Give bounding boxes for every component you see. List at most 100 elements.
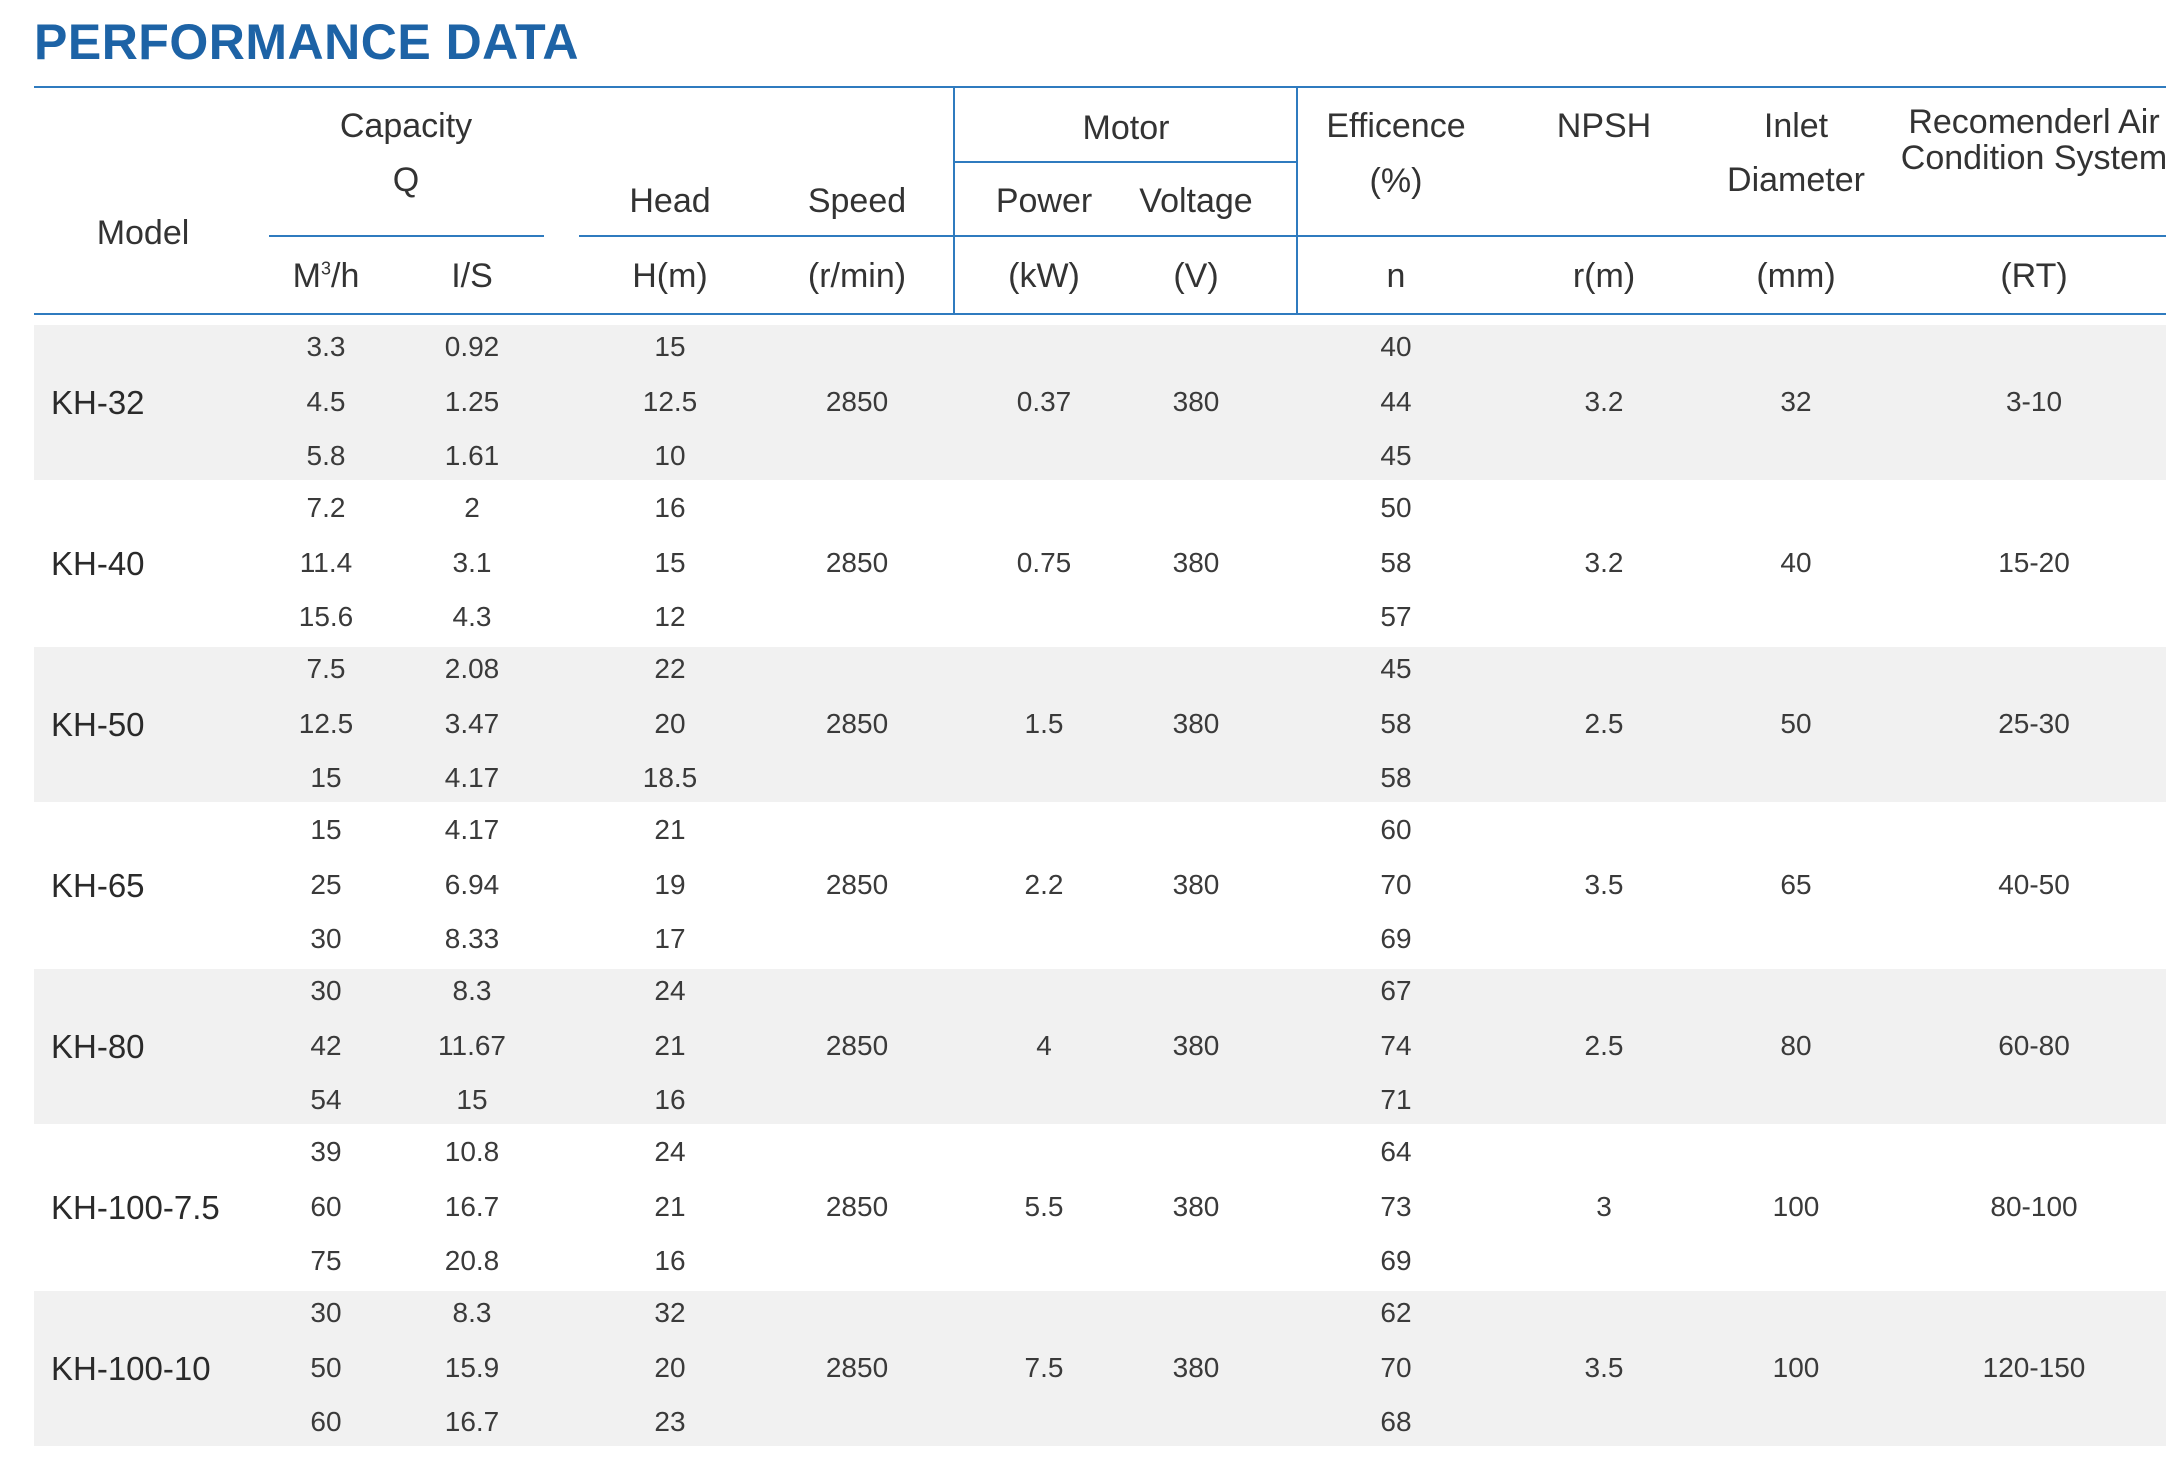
m3h-value: 15.6 (298, 601, 354, 632)
m3h-value: 54 (310, 1084, 342, 1115)
ls-value: 0.92 (444, 331, 500, 362)
head-value: 23 (654, 1406, 686, 1437)
table-row: KH-32 3.3 4.5 5.8 0.92 1.25 1.61 15 12.5 10 40 44 45… (34, 325, 2166, 480)
rt-value: 60-80 (1998, 1030, 2070, 1061)
eff-value: 58 (1380, 762, 1412, 793)
voltage-value: 380 (1172, 1191, 1220, 1222)
ls-value: 2.08 (444, 653, 500, 684)
m3h-value: 15 (310, 762, 342, 793)
npsh-value: 3.2 (1584, 386, 1624, 417)
ls-value: 15 (456, 1084, 488, 1115)
speed-value: 2850 (825, 386, 889, 417)
inlet-value: 100 (1772, 1352, 1820, 1383)
model-name: KH-50 (51, 705, 145, 743)
eff-value: 58 (1380, 708, 1412, 739)
m3h-value: 7.5 (306, 653, 346, 684)
table-row: KH-100-10 30 50 60 8.3 15.9 16.7 32 20 23 62 70 68 28… (34, 1291, 2166, 1446)
voltage-value: 380 (1172, 1352, 1220, 1383)
unit-speed: (r/min) (807, 257, 907, 295)
head-value: 21 (654, 814, 686, 845)
m3h-value: 25 (310, 869, 342, 900)
ls-value: 15.9 (444, 1352, 500, 1383)
ls-value: 3.47 (444, 708, 500, 739)
unit-power: (kW) (1008, 257, 1080, 295)
eff-value: 71 (1380, 1084, 1412, 1115)
rt-value: 3-10 (2005, 386, 2063, 417)
m3h-value: 3.3 (306, 331, 346, 362)
header-efficiency-pct: (%) (1369, 162, 1423, 200)
ls-value: 3.1 (452, 547, 492, 578)
ls-value: 1.61 (444, 440, 500, 471)
table-row: KH-100-7.5 39 60 75 10.8 16.7 20.8 24 21 16 64 73 69… (34, 1130, 2166, 1285)
rt-value: 25-30 (1998, 708, 2070, 739)
table-row: KH-50 7.5 12.5 15 2.08 3.47 4.17 22 20 18.5 45 58 58… (34, 647, 2166, 802)
speed-value: 2850 (825, 869, 889, 900)
model-name: KH-100-7.5 (51, 1188, 220, 1226)
voltage-value: 380 (1172, 708, 1220, 739)
m3h-value: 12.5 (298, 708, 354, 739)
m3h-value: 30 (310, 1297, 342, 1328)
model-name: KH-100-10 (51, 1349, 211, 1387)
power-value: 7.5 (1024, 1352, 1064, 1383)
speed-value: 2850 (825, 547, 889, 578)
eff-value: 64 (1380, 1136, 1412, 1167)
m3h-value: 5.8 (306, 440, 346, 471)
head-value: 15 (654, 331, 686, 362)
npsh-value: 2.5 (1584, 1030, 1624, 1061)
head-value: 16 (654, 1245, 686, 1276)
speed-value: 2850 (825, 1191, 889, 1222)
rt-value: 15-20 (1998, 547, 2070, 578)
eff-value: 60 (1380, 814, 1412, 845)
m3h-value: 75 (310, 1245, 342, 1276)
head-value: 21 (654, 1030, 686, 1061)
header-inlet: Inlet (1763, 107, 1829, 145)
header-efficiency: Efficence (1326, 107, 1466, 145)
header-capacity: Capacity (339, 107, 473, 145)
inlet-value: 32 (1780, 386, 1812, 417)
eff-value: 57 (1380, 601, 1412, 632)
rt-value: 120-150 (1982, 1352, 2086, 1383)
head-value: 22 (654, 653, 686, 684)
header-power: Power (995, 182, 1093, 220)
power-value: 4 (1036, 1030, 1052, 1061)
unit-ls: I/S (451, 257, 493, 295)
rt-value: 40-50 (1998, 869, 2070, 900)
unit-recommended: (RT) (2000, 257, 2068, 295)
head-value: 24 (654, 975, 686, 1006)
head-value: 10 (654, 440, 686, 471)
unit-voltage: (V) (1173, 257, 1219, 295)
model-name: KH-32 (51, 383, 145, 421)
head-value: 17 (654, 923, 686, 954)
ls-value: 11.67 (438, 1030, 506, 1061)
unit-efficiency: n (1386, 257, 1406, 295)
inlet-value: 80 (1780, 1030, 1812, 1061)
model-name: KH-40 (51, 544, 145, 582)
speed-value: 2850 (825, 1030, 889, 1061)
eff-value: 58 (1380, 547, 1412, 578)
ls-value: 1.25 (444, 386, 500, 417)
m3h-value: 30 (310, 975, 342, 1006)
ls-value: 10.8 (444, 1136, 500, 1167)
head-value: 12 (654, 601, 686, 632)
ls-value: 16.7 (444, 1406, 500, 1437)
npsh-value: 3.5 (1584, 1352, 1624, 1383)
page-title: PERFORMANCE DATA (34, 14, 580, 70)
eff-value: 69 (1380, 923, 1412, 954)
m3h-value: 60 (310, 1406, 342, 1437)
voltage-value: 380 (1172, 869, 1220, 900)
performance-table: Model Capacity Q Head Speed Motor Power … (34, 86, 2167, 1452)
header-motor: Motor (1082, 109, 1170, 147)
model-name: KH-80 (51, 1027, 145, 1065)
ls-value: 16.7 (444, 1191, 500, 1222)
header-recommended: Recomenderl Air Condition System (1900, 103, 2168, 177)
unit-inlet: (mm) (1756, 257, 1836, 295)
power-value: 0.75 (1016, 547, 1072, 578)
table-row: KH-65 15 25 30 4.17 6.94 8.33 21 19 17 60 70 69 2850 2… (34, 808, 2166, 963)
ls-value: 8.3 (452, 1297, 492, 1328)
eff-value: 62 (1380, 1297, 1412, 1328)
table-header: Model Capacity Q Head Speed Motor Power … (34, 86, 2167, 315)
inlet-value: 40 (1780, 547, 1812, 578)
head-value: 24 (654, 1136, 686, 1167)
ls-value: 8.33 (444, 923, 500, 954)
unit-m3h: M3/h (292, 257, 360, 295)
